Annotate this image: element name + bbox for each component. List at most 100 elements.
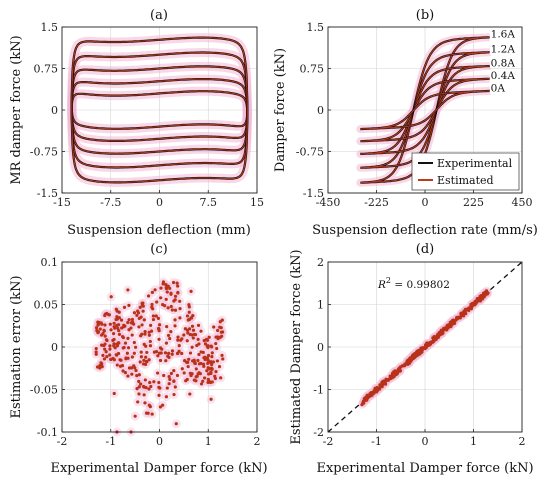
estimate-point	[383, 382, 388, 386]
estimated-loop-0.4A	[71, 78, 248, 142]
error-point	[199, 382, 204, 386]
y-tick-label: -0.75	[296, 146, 324, 159]
error-point	[167, 375, 171, 379]
error-point	[189, 316, 194, 320]
x-tick-label: -15	[53, 196, 71, 209]
error-point	[182, 333, 186, 337]
error-point	[185, 339, 189, 343]
error-point	[207, 379, 211, 383]
error-point	[109, 357, 113, 361]
error-point	[140, 301, 144, 305]
error-point	[117, 332, 122, 337]
current-label-1.6A: 1.6A	[491, 29, 516, 41]
error-point	[137, 325, 141, 329]
estimate-point	[417, 352, 421, 356]
error-point	[123, 371, 128, 375]
estimate-point	[438, 330, 442, 334]
y-tick-label: 1	[317, 299, 324, 312]
x-tick-label: -1	[105, 435, 116, 448]
error-point	[133, 414, 137, 418]
error-point	[103, 347, 107, 351]
error-point	[115, 315, 119, 319]
estimate-point	[390, 373, 394, 377]
error-point	[190, 333, 194, 337]
error-point	[215, 346, 219, 351]
error-point	[175, 373, 180, 378]
error-point	[140, 332, 144, 336]
error-point	[137, 379, 141, 383]
error-point	[165, 386, 169, 390]
error-point	[108, 353, 112, 357]
error-point	[214, 370, 218, 374]
error-point	[180, 351, 184, 356]
error-point	[163, 304, 167, 308]
y-tick-label: 0.75	[34, 63, 59, 76]
error-point	[102, 357, 107, 361]
error-point	[173, 308, 178, 312]
error-point	[185, 377, 189, 382]
estimate-point	[473, 301, 477, 305]
error-point	[187, 305, 191, 309]
legend-estimated-label: Estimated	[437, 174, 494, 187]
error-point	[173, 385, 177, 389]
error-point	[186, 365, 190, 369]
error-point	[144, 386, 148, 390]
x-tick-label: -7.5	[100, 196, 121, 209]
error-point	[210, 362, 214, 367]
error-point	[165, 325, 169, 329]
error-point	[197, 352, 201, 357]
error-point	[126, 374, 130, 378]
x-tick-label: 450	[512, 196, 533, 209]
estimate-point	[396, 367, 400, 371]
error-point	[125, 351, 129, 355]
error-point	[105, 338, 109, 343]
error-point	[140, 323, 144, 327]
error-point	[217, 364, 222, 369]
estimated-fv-loop-0.8A	[360, 65, 490, 155]
error-point	[165, 290, 169, 294]
error-point	[178, 307, 182, 311]
error-point	[164, 341, 169, 345]
error-point	[176, 291, 180, 295]
error-point	[139, 315, 143, 319]
estimate-point	[431, 339, 435, 343]
estimate-point	[446, 326, 450, 330]
error-point	[172, 369, 176, 373]
error-point	[186, 318, 190, 322]
error-point	[138, 305, 142, 309]
error-point	[112, 344, 116, 348]
error-point	[135, 387, 139, 391]
error-point	[126, 346, 131, 350]
error-point	[196, 372, 200, 376]
x-tick-label: 15	[250, 196, 264, 209]
error-point	[130, 317, 134, 322]
error-point	[205, 356, 210, 360]
error-point	[210, 351, 214, 355]
estimate-point	[381, 382, 385, 386]
x-tick-label: -1	[371, 435, 382, 448]
x-tick-label: 7.5	[200, 196, 218, 209]
estimated-fv-loop-1.2A	[360, 51, 490, 169]
error-point	[214, 341, 218, 346]
error-point	[178, 316, 182, 320]
error-point	[126, 336, 130, 340]
error-point	[115, 309, 119, 313]
error-point	[96, 320, 100, 324]
estimated-fv-loop-0A	[360, 90, 490, 130]
x-tick-label: 1	[205, 435, 212, 448]
error-point	[116, 351, 121, 356]
x-tick-label: -225	[364, 196, 389, 209]
error-point	[151, 314, 155, 318]
error-point	[120, 326, 124, 330]
error-point	[95, 365, 100, 369]
estimate-point	[459, 311, 463, 315]
error-point	[94, 352, 98, 356]
error-point	[137, 392, 141, 396]
error-point	[94, 326, 99, 330]
error-point	[159, 286, 163, 290]
estimated-fv-loop-1.6A	[360, 36, 490, 184]
error-point	[105, 355, 109, 359]
y-tick-label: -1.5	[303, 187, 324, 200]
error-point	[109, 295, 113, 299]
panel-a-xlabel: Suspension deflection (mm)	[67, 223, 251, 238]
